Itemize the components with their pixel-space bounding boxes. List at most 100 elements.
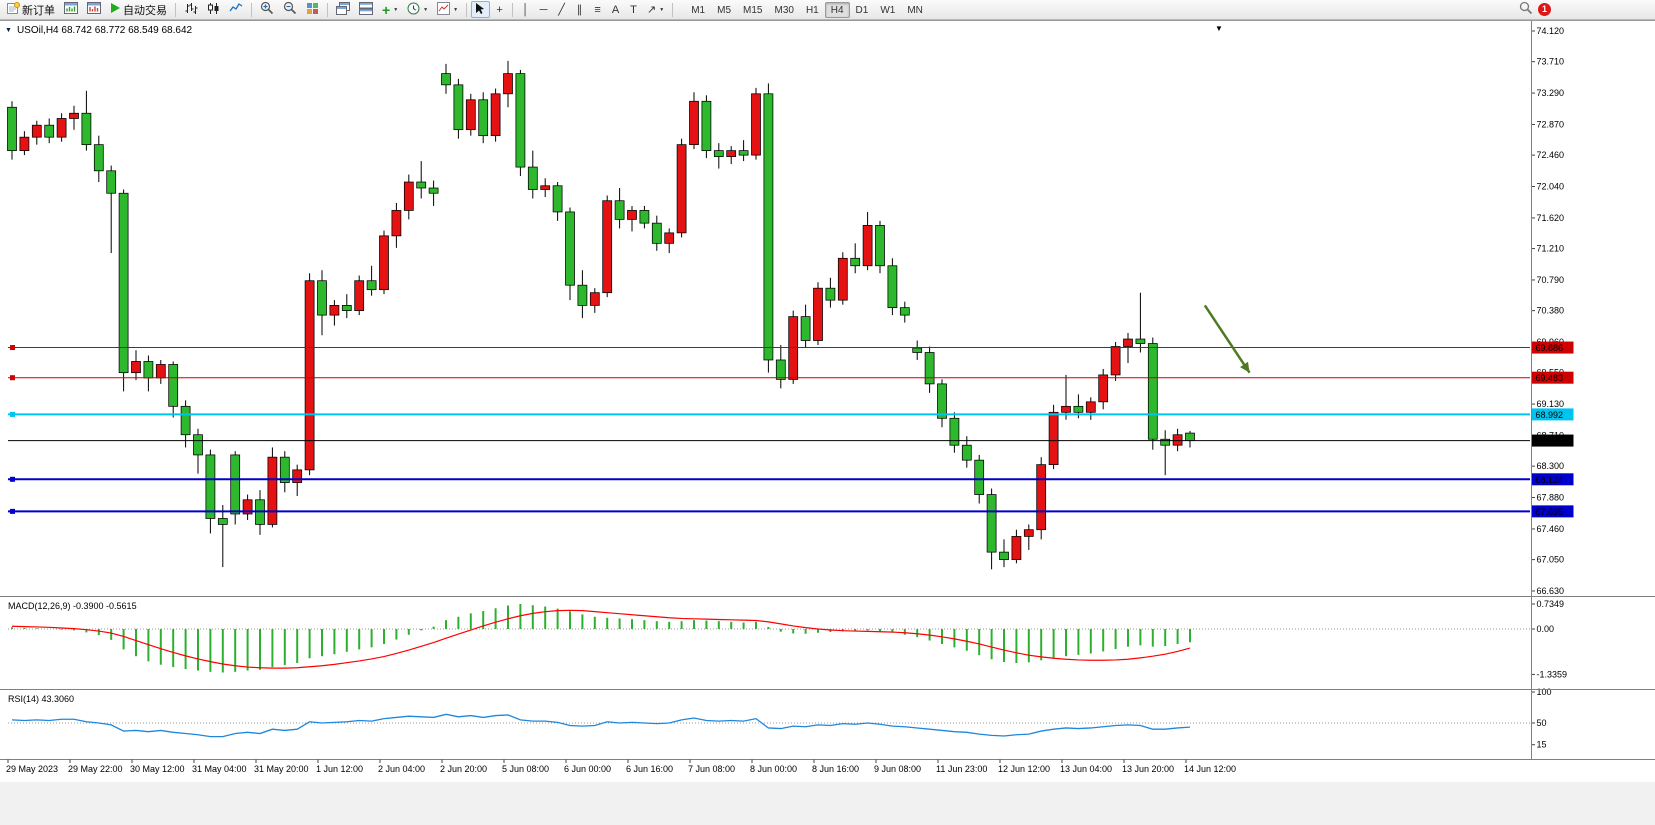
chevron-down-icon: ▼ (393, 6, 399, 13)
channel-button[interactable]: ∥ (571, 1, 588, 18)
rsi-label: RSI(14) 43.3060 (8, 694, 75, 704)
tile-windows-button[interactable] (302, 1, 323, 18)
svg-text:13 Jun 20:00: 13 Jun 20:00 (1122, 764, 1174, 774)
hline-68.124[interactable] (8, 476, 1530, 482)
svg-text:73.710: 73.710 (1537, 57, 1565, 67)
svg-text:6 Jun 16:00: 6 Jun 16:00 (626, 764, 673, 774)
cursor-button[interactable] (471, 1, 491, 18)
hline-68.992[interactable] (8, 411, 1530, 417)
timeframe-mn[interactable]: MN (907, 4, 923, 16)
timeframe-w1[interactable]: W1 (880, 4, 896, 16)
svg-text:1 Jun 12:00: 1 Jun 12:00 (316, 764, 363, 774)
timeframe-d1[interactable]: D1 (855, 4, 869, 16)
order-form-icon (7, 1, 20, 18)
svg-text:67.460: 67.460 (1537, 524, 1565, 534)
toolbar-separator (251, 2, 252, 17)
clock-icon (407, 2, 420, 18)
svg-text:30 May 12:00: 30 May 12:00 (130, 764, 185, 774)
chart-canvas[interactable]: 74.120 73.710 73.290 72.870 72.460 72.040 71.6… (0, 21, 1655, 783)
svg-text:2 Jun 20:00: 2 Jun 20:00 (440, 764, 487, 774)
trendline-button[interactable]: ╱ (553, 1, 570, 18)
svg-text:69.886: 69.886 (1536, 343, 1564, 353)
time-axis[interactable]: 29 May 2023 29 May 22:00 30 May 12:00 31 Ma… (6, 759, 1236, 775)
svg-text:8 Jun 00:00: 8 Jun 00:00 (750, 764, 797, 774)
timeframe-m30[interactable]: M30 (774, 4, 794, 16)
text-label-button[interactable]: T (625, 1, 642, 18)
timeframe-m1[interactable]: M1 (691, 4, 706, 16)
channel-icon: ∥ (576, 4, 583, 16)
auto-trading-button[interactable]: 自动交易 (106, 1, 171, 18)
candlesticks[interactable] (7, 60, 1195, 570)
fibonacci-button[interactable]: ≡ (589, 1, 606, 18)
hline-69.483[interactable] (8, 375, 1530, 381)
periods-button[interactable]: ▼ (403, 1, 432, 18)
hline-69.886[interactable] (8, 345, 1530, 351)
trend-arrow[interactable] (1203, 304, 1251, 374)
chart-window-icon (64, 2, 78, 17)
chevron-down-icon: ▼ (423, 6, 429, 13)
chart-window: 74.120 73.710 73.290 72.870 72.460 72.040 71.6… (0, 20, 1655, 782)
search-icon (1519, 1, 1533, 18)
line-chart-button[interactable] (225, 1, 247, 18)
timeframe-m15[interactable]: M15 (743, 4, 763, 16)
add-indicator-button[interactable]: + ▼ (378, 1, 402, 18)
text-tool-icon: A (611, 3, 620, 16)
svg-text:31 May 04:00: 31 May 04:00 (192, 764, 247, 774)
timeframe-m5[interactable]: M5 (717, 4, 732, 16)
hline-67.695[interactable] (8, 508, 1530, 514)
zoom-in-icon (260, 1, 274, 18)
text-label-icon: T (630, 3, 637, 16)
cascade-windows-button[interactable] (332, 1, 354, 18)
new-order-button[interactable]: 新订单 (3, 1, 59, 18)
zoom-in-button[interactable] (256, 1, 278, 18)
shapes-button[interactable]: ↗ ▼ (643, 1, 668, 18)
svg-text:0.7349: 0.7349 (1537, 599, 1565, 609)
vertical-line-button[interactable]: │ (517, 1, 534, 18)
plus-icon: + (382, 1, 391, 18)
macd-panel[interactable]: 0.7349 0.00 -1.3359 (8, 599, 1567, 679)
zoom-out-button[interactable] (279, 1, 301, 18)
horizontal-line-button[interactable]: ─ (535, 1, 552, 18)
text-button[interactable]: A (607, 1, 624, 18)
svg-text:50: 50 (1537, 718, 1547, 728)
play-icon (110, 2, 121, 17)
candlestick-chart-button[interactable] (203, 1, 224, 18)
zoom-out-icon (283, 1, 297, 18)
chart-profile-button[interactable] (83, 1, 105, 18)
open-chart-button[interactable] (60, 1, 82, 18)
chart-dropdown-icon[interactable]: ▼ (1215, 24, 1223, 33)
price-badges: 69.886 69.483 68.992 68.642 68.124 67.695 (1531, 341, 1574, 518)
chevron-down-icon: ▼ (453, 6, 459, 13)
svg-text:29 May 2023: 29 May 2023 (6, 764, 58, 774)
toolbar: 新订单 自动交易 (0, 0, 1655, 20)
chart-title: USOil,H4 68.742 68.772 68.549 68.642 (16, 25, 193, 36)
chart-title-row: ▼ USOil,H4 68.742 68.772 68.549 68.642 (5, 25, 192, 36)
timeframe-h4[interactable]: H4 (824, 1, 850, 18)
toolbar-separator (672, 2, 674, 17)
fibonacci-icon: ≡ (594, 3, 601, 16)
panel-separators[interactable] (0, 21, 1655, 760)
crosshair-button[interactable]: + (491, 1, 508, 18)
toolbar-separator (175, 2, 176, 17)
timeframe-h1[interactable]: H1 (805, 4, 819, 16)
svg-text:72.040: 72.040 (1537, 182, 1565, 192)
svg-text:68.124: 68.124 (1536, 475, 1564, 485)
svg-text:71.620: 71.620 (1537, 213, 1565, 223)
rsi-panel[interactable]: 100 50 15 (8, 687, 1552, 750)
cursor-icon (475, 2, 486, 18)
bar-chart-icon (184, 2, 198, 18)
templates-button[interactable]: ▼ (433, 1, 462, 18)
bar-chart-button[interactable] (180, 1, 202, 18)
vertical-line-icon: │ (522, 3, 529, 16)
window-menu-icon[interactable]: ▼ (5, 27, 12, 34)
svg-text:74.120: 74.120 (1537, 26, 1565, 36)
svg-text:72.460: 72.460 (1537, 150, 1565, 160)
svg-text:12 Jun 12:00: 12 Jun 12:00 (998, 764, 1050, 774)
tile-horizontal-button[interactable] (355, 1, 377, 18)
svg-text:100: 100 (1537, 687, 1552, 697)
notification-badge[interactable]: 1 (1538, 3, 1551, 16)
svg-text:11 Jun 23:00: 11 Jun 23:00 (936, 764, 987, 774)
horizontal-line-icon: ─ (539, 3, 548, 16)
search-button[interactable] (1515, 1, 1537, 18)
toolbar-separator (512, 2, 514, 17)
